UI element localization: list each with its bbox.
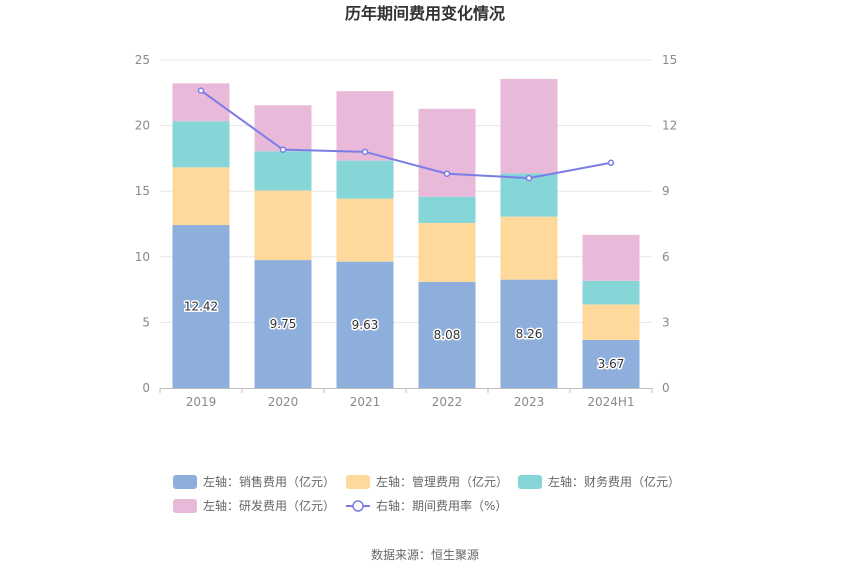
rate-point [443,170,451,177]
y-left-tick-label: 25 [135,53,150,67]
bar-segment [254,190,312,261]
y-right-tick-label: 6 [662,250,670,264]
legend-swatch [346,475,370,489]
rate-point [279,146,287,153]
bar-segment [418,281,476,388]
x-tick-label: 2024H1 [587,395,634,409]
bar-segment [418,196,476,223]
chart-title: 历年期间费用变化情况 [345,4,505,23]
legend-item[interactable]: 右轴：期间费用率（%） [346,498,507,513]
bar-segment [418,108,476,197]
rate-point [525,174,533,182]
legend-item[interactable]: 左轴：研发费用（亿元） [173,498,335,513]
axes: 0 5 10 15 20 25 0 3 6 9 12 15 2019 2020 2021 2022 2023 20… [135,53,678,409]
bar-segment [582,304,640,340]
bar-segment [500,279,558,388]
rate-line-path [200,89,612,180]
rate-line [197,87,615,182]
y-left-tick-label: 10 [135,250,150,264]
x-tick-label: 2019 [186,395,217,409]
legend-item[interactable]: 左轴：管理费用（亿元） [346,474,508,489]
legend-label: 左轴：研发费用（亿元） [203,498,335,513]
source-note: 数据来源：恒生聚源 [371,547,479,562]
data-label: 8.08 [434,328,461,342]
data-label: 12.42 [184,300,218,314]
legend-swatch [173,499,197,513]
y-right-tick-label: 15 [662,53,677,67]
legend-label: 左轴：管理费用（亿元） [376,474,508,489]
bars [172,78,640,388]
bar-segment [254,260,312,388]
bar-segment [172,121,230,168]
x-tick-label: 2021 [350,395,381,409]
bar-segment [254,151,312,191]
legend-item[interactable]: 左轴：销售费用（亿元） [173,474,335,489]
bar-segment [336,198,394,262]
y-right-tick-label: 12 [662,119,677,133]
legend-label: 左轴：财务费用（亿元） [548,474,680,489]
data-label: 3.67 [598,357,625,371]
bar-segment [336,160,394,199]
bar-segment [336,261,394,388]
bar-segment [254,105,312,152]
x-tick-label: 2023 [514,395,545,409]
legend-swatch [518,475,542,489]
bar-segment [500,216,558,280]
y-left-tick-label: 5 [142,315,150,329]
grid [160,59,652,323]
data-label: 9.63 [352,318,379,332]
data-label: 8.26 [516,327,543,341]
y-right-tick-label: 3 [662,315,670,329]
rate-point [361,148,369,156]
bar-segment [418,222,476,282]
legend-swatch [173,475,197,489]
y-right-tick-label: 0 [662,381,670,395]
legend-item[interactable]: 左轴：财务费用（亿元） [518,474,680,489]
bar-segment [582,339,640,388]
y-left-tick-label: 20 [135,119,150,133]
y-left-tick-label: 15 [135,184,150,198]
bar-segment [172,167,230,226]
bar-segment [582,280,640,305]
bar-segment [582,234,640,281]
bar-segment [500,78,558,174]
legend-circle-symbol [352,500,364,512]
rate-point [607,159,615,167]
y-left-tick-label: 0 [142,381,150,395]
y-right-tick-label: 9 [662,184,670,198]
legend[interactable]: 左轴：销售费用（亿元） 左轴：管理费用（亿元） 左轴：财务费用（亿元） 左轴：研发费用… [173,474,680,513]
legend-label: 左轴：销售费用（亿元） [203,474,335,489]
bar-segment [172,225,230,388]
data-label: 9.75 [270,317,297,331]
data-labels: 12.42 9.75 9.63 8.08 8.26 3.67 [182,298,626,372]
rate-point [197,87,205,94]
legend-label: 右轴：期间费用率（%） [376,498,507,513]
x-tick-label: 2020 [268,395,299,409]
x-tick-label: 2022 [432,395,463,409]
